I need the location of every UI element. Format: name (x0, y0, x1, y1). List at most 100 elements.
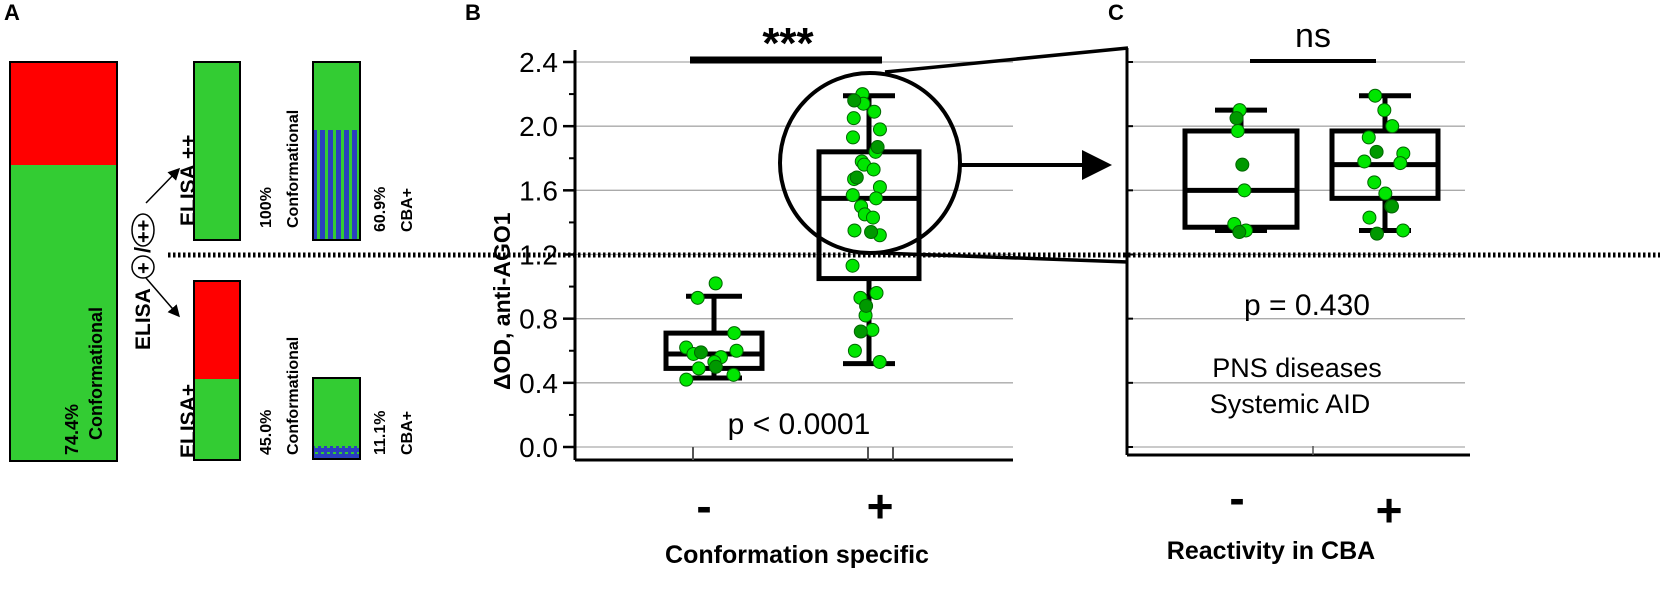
y-axis-label: ΔOD, anti-AGO1 (489, 212, 515, 390)
panel-c-significance: ns (1295, 17, 1331, 55)
elisa-pp-pct-label: 100% (258, 187, 275, 228)
y-tick-label: 2.4 (519, 47, 558, 78)
data-point (869, 286, 884, 300)
panel-c-xcat-minus: - (1229, 472, 1244, 524)
data-point (866, 162, 881, 177)
data-point (1362, 210, 1377, 225)
legend-systemic-aid: Systemic AID (1210, 389, 1371, 419)
plus-circle (131, 255, 155, 279)
y-tick-label: 0.4 (519, 368, 558, 399)
data-point (693, 345, 708, 360)
panel-b-letter: B (465, 0, 481, 25)
data-point (869, 191, 884, 206)
elisa-p-cba-positive (313, 446, 360, 459)
elisa-p-conformational-bar (194, 379, 240, 460)
data-point (1393, 156, 1408, 171)
panel-b-plot (663, 87, 922, 387)
panel-a-letter: A (4, 0, 20, 25)
panel-b-y-ticks: 0.00.40.81.21.62.02.4 (519, 47, 575, 463)
box-iqr (1182, 128, 1300, 230)
elisa-p-pct-label: 45.0% (258, 410, 275, 455)
elisa-split-prefix: ELISA (132, 288, 155, 350)
data-point (1369, 226, 1384, 241)
panel-b-x-label: Conformation specific (665, 541, 929, 569)
main-bar-frame (9, 61, 118, 462)
panel-a: A 74.4% Conformational ELISA + / ++ ELIS… (4, 0, 416, 462)
y-tick-label: 1.6 (519, 175, 558, 206)
elisa-p-cba-frame (312, 377, 361, 460)
data-point (1384, 199, 1399, 214)
data-point (1369, 144, 1384, 159)
data-point (1378, 186, 1393, 201)
panel-b-significance: *** (762, 19, 814, 68)
data-point (1357, 154, 1372, 169)
data-point (853, 324, 868, 339)
panel-b-xcat-plus: + (867, 480, 894, 532)
y-tick-label: 0.0 (519, 432, 558, 463)
data-point (1368, 88, 1383, 103)
data-point (845, 188, 860, 203)
panel-c-x-label: Reactivity in CBA (1167, 537, 1375, 565)
elisa-p-cba-pct: 11.1% (372, 411, 389, 455)
arrow-to-elisa-p (145, 277, 180, 318)
elisa-pp-conformational-bar (194, 62, 240, 240)
panel-c-letter: C (1108, 0, 1124, 25)
data-point (872, 354, 887, 369)
elisa-split-plus: + (133, 262, 155, 274)
data-point (849, 170, 864, 185)
zoom-connector-top (884, 46, 1129, 74)
data-point (679, 372, 694, 387)
data-point (845, 130, 860, 145)
data-point (866, 210, 881, 225)
y-tick-label: 2.0 (519, 111, 558, 142)
data-point (865, 322, 880, 337)
panel-c-plot (1182, 88, 1441, 241)
data-point (846, 111, 861, 126)
data-point (1367, 175, 1382, 190)
data-point (872, 122, 887, 137)
panel-c-xcat-plus: + (1376, 484, 1403, 536)
data-point (729, 343, 744, 358)
panel-b-xcat-minus: - (696, 480, 711, 532)
data-point (1230, 123, 1245, 138)
data-point (727, 326, 742, 341)
elisa-pp-bar-frame (193, 61, 241, 241)
panel-c: C ns p = 0.430 PNS diseases Systemic AID… (1108, 0, 1470, 565)
main-bar-word-label: Conformational (86, 307, 106, 440)
data-point (867, 104, 882, 119)
data-point (1377, 103, 1392, 118)
elisa-split-label: ELISA + / ++ (130, 213, 155, 350)
elisa-split-slash: / (130, 247, 155, 253)
data-point (1232, 225, 1247, 240)
main-bar-nonconformational (10, 62, 117, 165)
data-point (1385, 119, 1400, 134)
data-point (708, 276, 723, 291)
data-point (1237, 183, 1252, 198)
elisa-pp-word-label: Conformational (285, 110, 302, 228)
arrow-to-elisa-pp (145, 167, 181, 204)
panel-c-p-value: p = 0.430 (1244, 289, 1370, 322)
plusplus-circle (131, 213, 155, 247)
panel-b-p-value: p < 0.0001 (728, 408, 871, 441)
data-point (870, 140, 885, 155)
main-bar-conformational (10, 165, 117, 461)
y-tick-label: 0.8 (519, 304, 558, 335)
data-point (1396, 223, 1411, 238)
elisa-pp-cba-pct: 60.9% (372, 187, 389, 232)
data-point (847, 343, 862, 358)
data-point (845, 258, 860, 273)
data-point (1235, 157, 1250, 172)
data-point (1361, 130, 1376, 145)
elisa-p-cba-bar (313, 378, 360, 459)
data-point (864, 225, 879, 240)
zoom-arrow-head (1082, 150, 1112, 180)
data-point (847, 223, 862, 238)
elisa-pp-cba-frame (312, 61, 361, 241)
panel-b: B ΔOD, anti-AGO1 0.00.40.81.21.62.02.4 *… (465, 0, 1129, 569)
elisa-split-plusplus: ++ (133, 220, 155, 243)
data-point (726, 367, 741, 382)
elisa-p-word-label: Conformational (285, 337, 302, 455)
data-point (708, 359, 723, 374)
data-point (691, 361, 706, 376)
